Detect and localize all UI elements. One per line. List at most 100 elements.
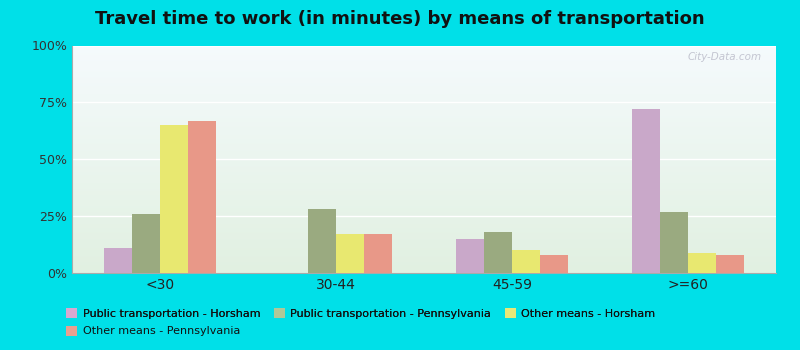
- Bar: [72, 237, 776, 238]
- Bar: [72, 217, 776, 218]
- Bar: [72, 86, 776, 88]
- Bar: [72, 202, 776, 204]
- Bar: [660, 211, 688, 273]
- Bar: [72, 160, 776, 162]
- Bar: [72, 218, 776, 219]
- Bar: [72, 272, 776, 273]
- Bar: [72, 107, 776, 108]
- Bar: [72, 92, 776, 93]
- Bar: [72, 169, 776, 171]
- Bar: [72, 259, 776, 260]
- Bar: [72, 224, 776, 225]
- Bar: [72, 180, 776, 181]
- Bar: [72, 268, 776, 270]
- Bar: [72, 182, 776, 183]
- Bar: [72, 63, 776, 64]
- Bar: [72, 168, 776, 169]
- Bar: [72, 177, 776, 178]
- Bar: [72, 219, 776, 221]
- Bar: [72, 144, 776, 145]
- Bar: [72, 76, 776, 77]
- Bar: [72, 88, 776, 89]
- Bar: [72, 176, 776, 177]
- Bar: [72, 155, 776, 156]
- Bar: [72, 59, 776, 60]
- Bar: [72, 96, 776, 97]
- Bar: [72, 98, 776, 99]
- Bar: [72, 73, 776, 74]
- Bar: [72, 133, 776, 134]
- Bar: [72, 216, 776, 217]
- Bar: [72, 246, 776, 247]
- Bar: [72, 132, 776, 133]
- Bar: [688, 253, 716, 273]
- Bar: [72, 115, 776, 116]
- Bar: [72, 140, 776, 141]
- Bar: [72, 236, 776, 237]
- Bar: [72, 94, 776, 96]
- Bar: [72, 181, 776, 182]
- Bar: [72, 232, 776, 233]
- Bar: [72, 141, 776, 142]
- Bar: [72, 75, 776, 76]
- Bar: [72, 167, 776, 168]
- Bar: [132, 214, 160, 273]
- Bar: [72, 247, 776, 248]
- Bar: [72, 196, 776, 197]
- Bar: [72, 52, 776, 54]
- Bar: [72, 80, 776, 81]
- Bar: [72, 71, 776, 72]
- Bar: [72, 238, 776, 239]
- Legend: Public transportation - Horsham, Public transportation - Pennsylvania, Other mea: Public transportation - Horsham, Public …: [62, 304, 660, 323]
- Bar: [72, 191, 776, 192]
- Bar: [72, 131, 776, 132]
- Bar: [72, 112, 776, 113]
- Legend: Other means - Pennsylvania: Other means - Pennsylvania: [62, 321, 245, 341]
- Bar: [72, 103, 776, 104]
- Bar: [72, 264, 776, 265]
- Bar: [72, 159, 776, 160]
- Bar: [72, 234, 776, 236]
- Bar: [72, 105, 776, 106]
- Text: Travel time to work (in minutes) by means of transportation: Travel time to work (in minutes) by mean…: [95, 10, 705, 28]
- Bar: [72, 231, 776, 232]
- Bar: [72, 78, 776, 80]
- Bar: [72, 213, 776, 214]
- Bar: [72, 253, 776, 254]
- Bar: [72, 190, 776, 191]
- Bar: [72, 208, 776, 209]
- Bar: [72, 49, 776, 50]
- Bar: [72, 248, 776, 249]
- Bar: [72, 222, 776, 223]
- Bar: [72, 64, 776, 65]
- Bar: [72, 158, 776, 159]
- Bar: [72, 174, 776, 175]
- Bar: [72, 147, 776, 148]
- Bar: [72, 251, 776, 253]
- Text: City-Data.com: City-Data.com: [688, 52, 762, 62]
- Bar: [72, 106, 776, 107]
- Bar: [72, 233, 776, 235]
- Bar: [72, 175, 776, 176]
- Bar: [72, 89, 776, 90]
- Bar: [72, 54, 776, 55]
- Bar: [72, 127, 776, 128]
- Bar: [72, 225, 776, 226]
- Bar: [72, 57, 776, 58]
- Bar: [72, 166, 776, 167]
- Bar: [72, 149, 776, 150]
- Bar: [72, 113, 776, 114]
- Bar: [72, 124, 776, 125]
- Bar: [72, 82, 776, 83]
- Bar: [72, 241, 776, 242]
- Bar: [72, 65, 776, 66]
- Bar: [72, 210, 776, 211]
- Bar: [72, 110, 776, 111]
- Bar: [72, 67, 776, 68]
- Bar: [188, 120, 216, 273]
- Bar: [72, 249, 776, 250]
- Bar: [72, 209, 776, 210]
- Bar: [72, 116, 776, 117]
- Bar: [72, 193, 776, 195]
- Bar: [72, 125, 776, 126]
